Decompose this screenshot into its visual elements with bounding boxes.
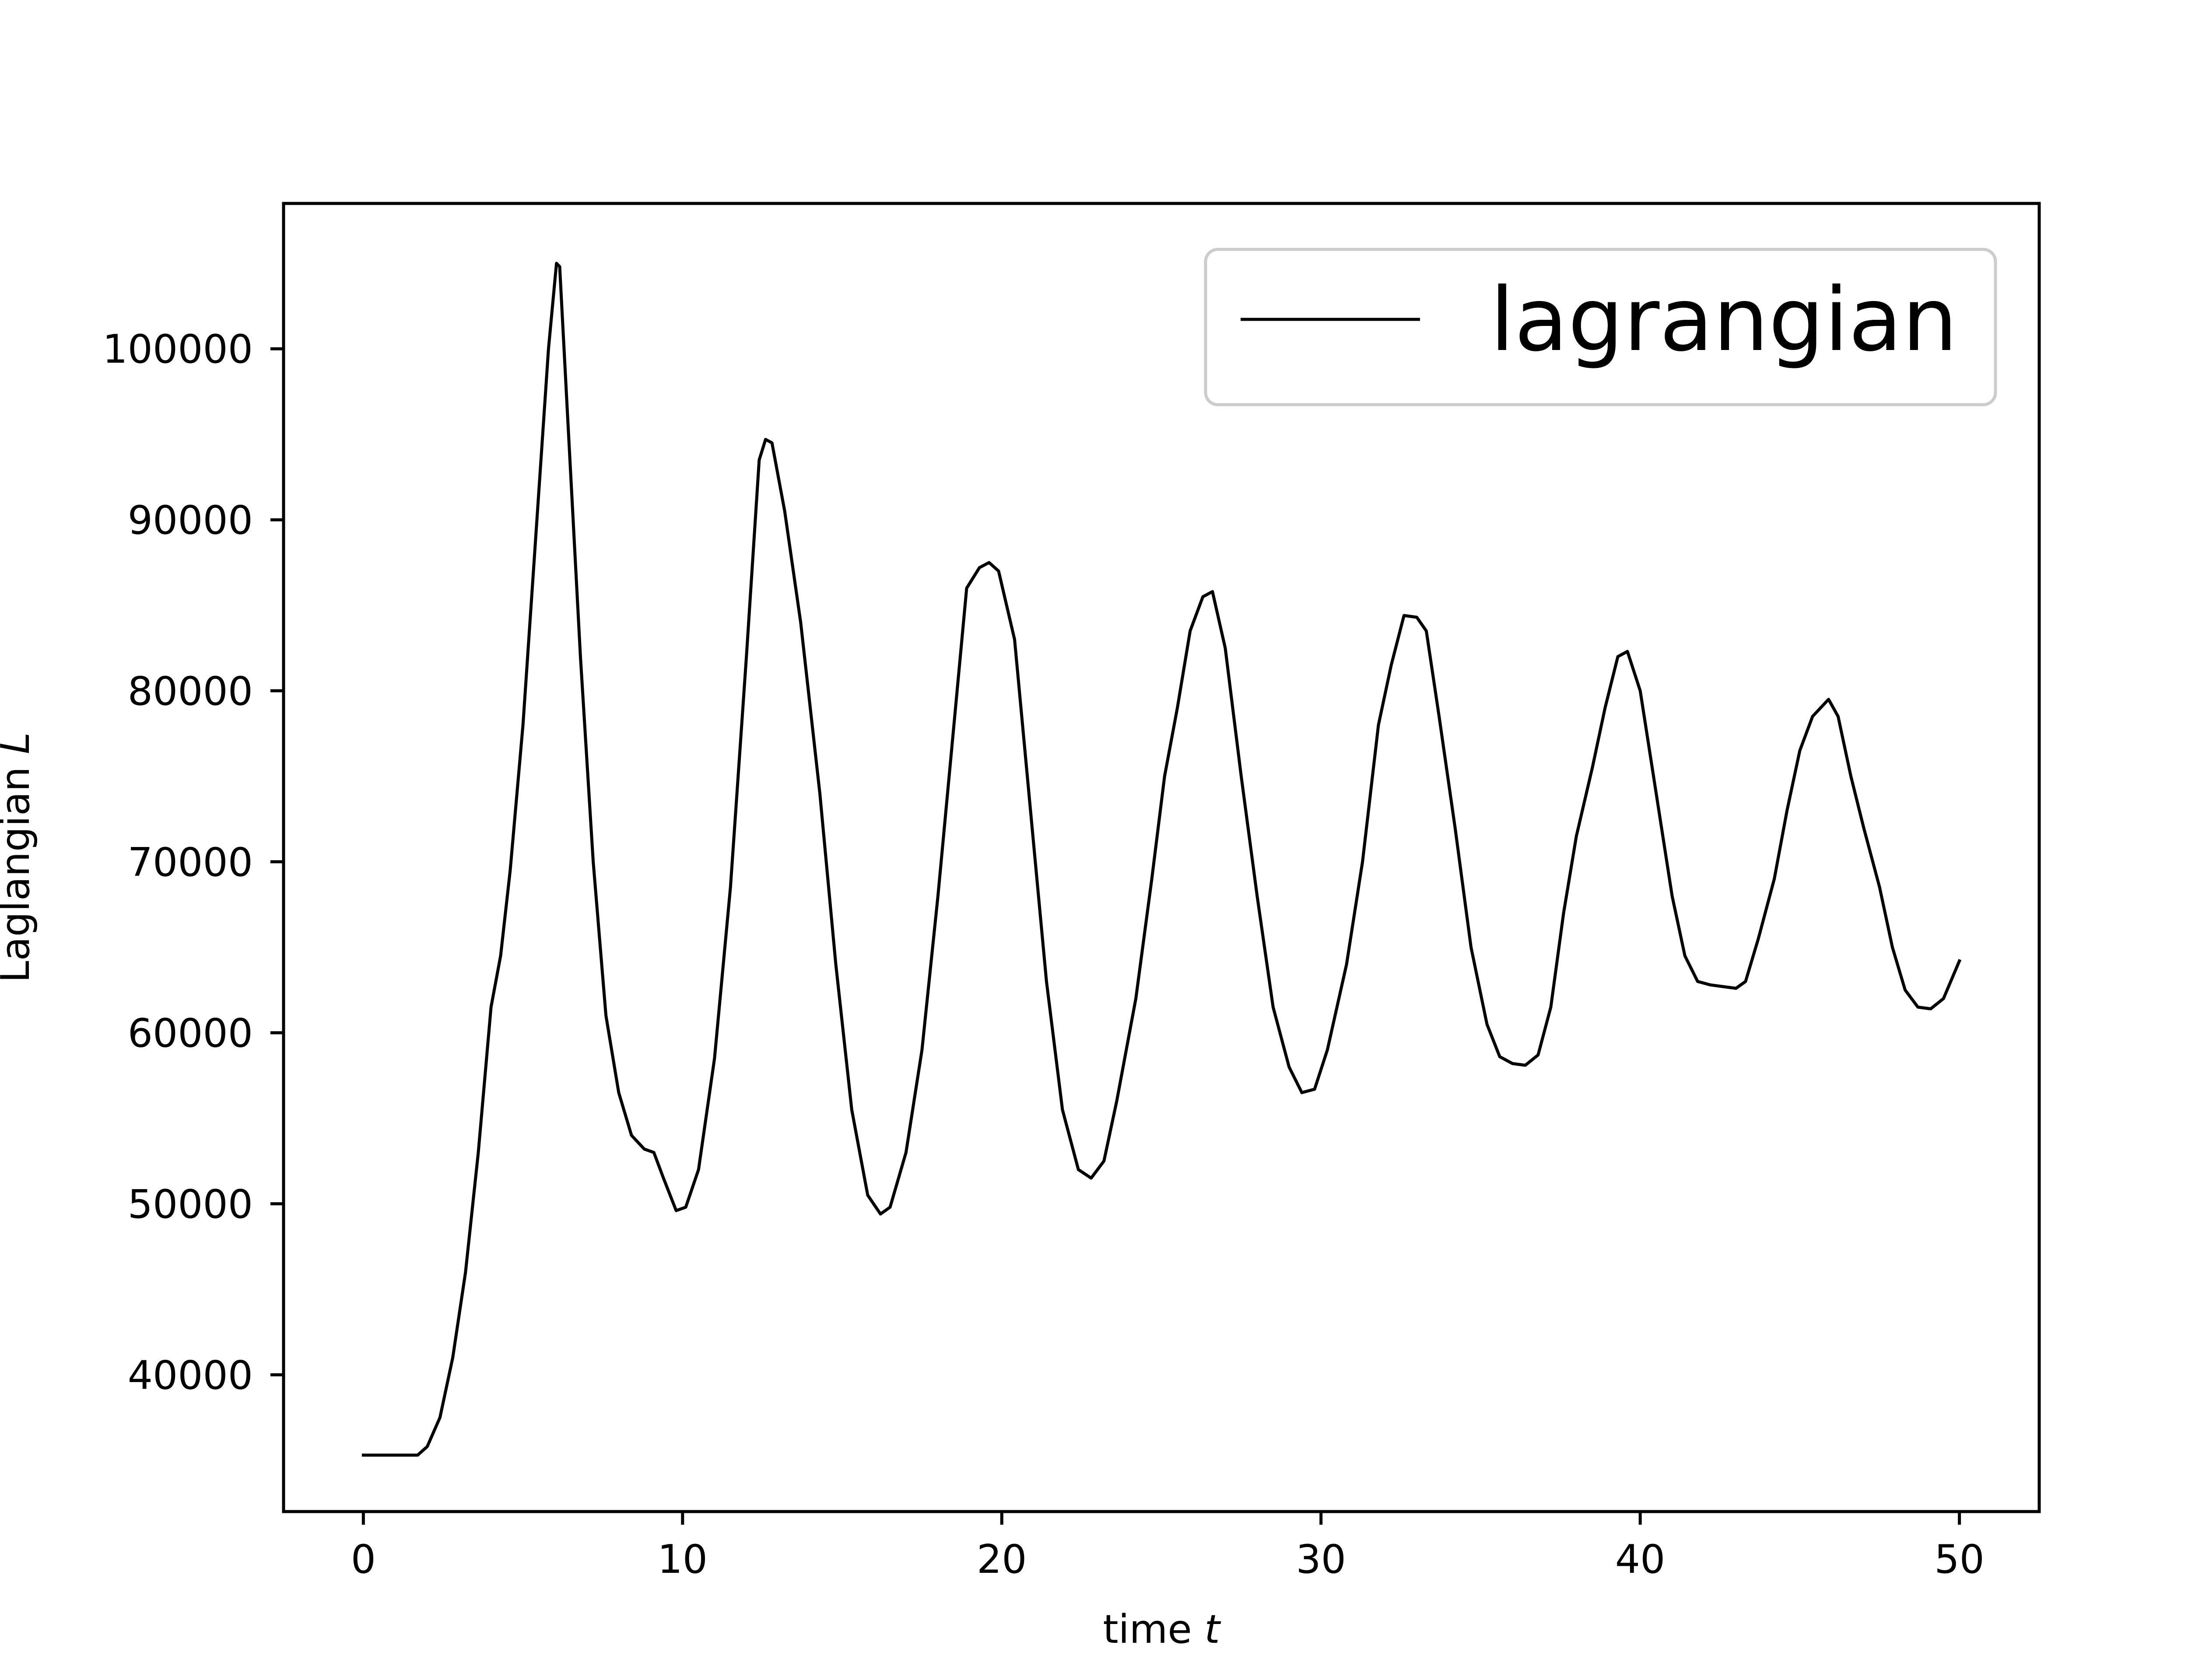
- x-tick-label: 20: [977, 1536, 1027, 1582]
- x-tick-label: 0: [351, 1536, 376, 1582]
- x-axis-label: time t: [1103, 1606, 1221, 1652]
- x-axis-ticks: 0 10 20 30 40 50: [351, 1512, 1985, 1582]
- y-tick-label: 60000: [128, 1011, 253, 1057]
- y-tick-label: 100000: [102, 326, 253, 372]
- legend-label: lagrangian: [1490, 269, 1957, 371]
- x-tick-label: 10: [658, 1536, 708, 1582]
- x-tick-label: 50: [1934, 1536, 1985, 1582]
- y-tick-label: 90000: [128, 497, 253, 543]
- y-tick-label: 40000: [128, 1352, 253, 1398]
- y-tick-label: 70000: [128, 840, 253, 886]
- y-tick-label: 50000: [128, 1181, 253, 1227]
- y-axis-label: Laglangian L: [0, 732, 39, 983]
- lagrangian-series-line: [361, 262, 1962, 1457]
- y-tick-label: 80000: [128, 668, 253, 714]
- legend: lagrangian: [1204, 248, 1997, 406]
- y-axis-ticks: 40000 50000 60000 70000 80000 90000 100000: [102, 326, 284, 1398]
- x-tick-label: 30: [1296, 1536, 1346, 1582]
- y-axis-label-text: Laglangian: [0, 766, 39, 983]
- legend-box: [1204, 248, 1997, 406]
- plot-area-frame: [282, 202, 2041, 1513]
- x-axis-label-text: time: [1103, 1606, 1192, 1652]
- x-tick-label: 40: [1615, 1536, 1666, 1582]
- x-axis-label-variable: t: [1204, 1606, 1221, 1652]
- y-axis-label-variable: L: [0, 732, 39, 754]
